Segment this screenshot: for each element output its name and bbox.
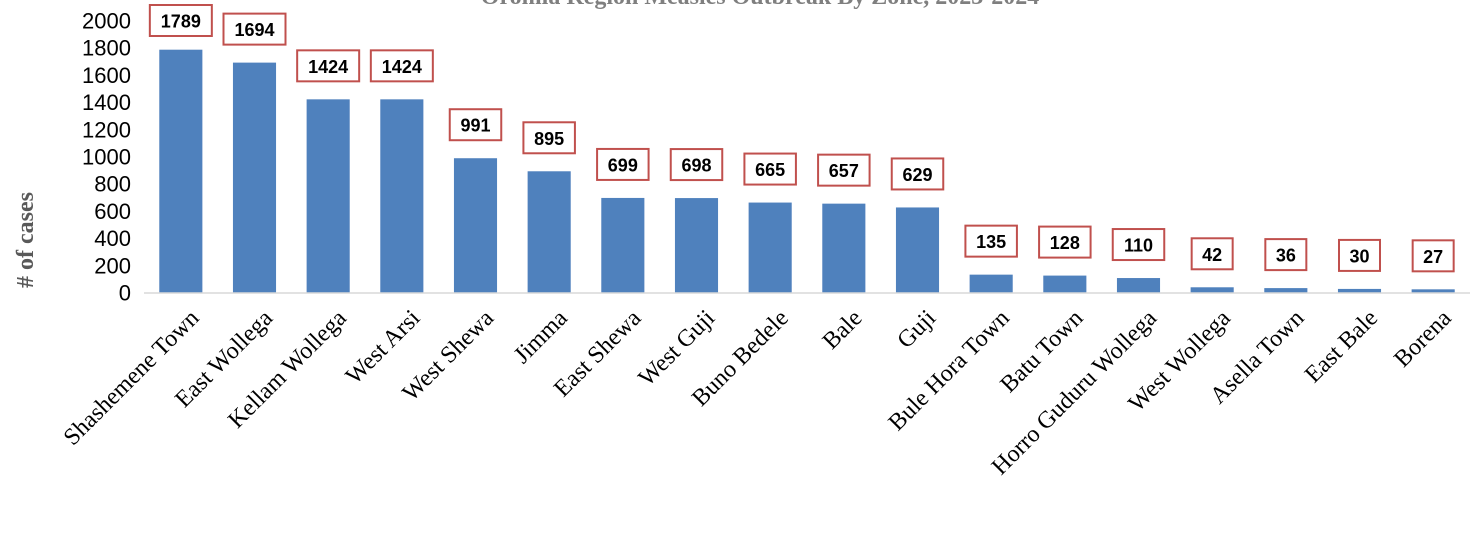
data-labels: 1789 1694 1424 1424 991 895 699 698 665 657 629 135… bbox=[148, 4, 1455, 273]
y-tick-label: 1000 bbox=[82, 145, 131, 170]
data-label: 27 bbox=[1423, 247, 1443, 267]
data-label-box bbox=[596, 147, 650, 181]
x-tick-label: Bale bbox=[818, 305, 867, 354]
bar bbox=[306, 99, 350, 293]
x-tick-label: East Bale bbox=[1300, 305, 1383, 388]
y-tick-label: 1200 bbox=[82, 117, 131, 142]
y-tick-label: 800 bbox=[94, 172, 131, 197]
bar bbox=[1043, 275, 1087, 293]
data-label: 135 bbox=[976, 232, 1006, 252]
data-label: 1789 bbox=[161, 12, 201, 32]
data-label: 1424 bbox=[308, 57, 348, 77]
data-label-box bbox=[669, 148, 724, 182]
bar bbox=[969, 274, 1013, 293]
bar bbox=[453, 158, 498, 293]
bar bbox=[748, 202, 792, 293]
bar bbox=[232, 62, 277, 294]
data-label-box bbox=[148, 4, 213, 37]
chart-title: Oromia Region Measles Outbreak By Zone, … bbox=[481, 0, 1039, 10]
data-label: 1424 bbox=[382, 57, 422, 77]
data-label: 991 bbox=[460, 116, 490, 136]
data-label-box bbox=[964, 224, 1018, 258]
data-label-box bbox=[1190, 237, 1234, 271]
bar bbox=[674, 198, 719, 293]
data-label: 36 bbox=[1276, 246, 1296, 266]
bar bbox=[895, 207, 940, 293]
data-label-box bbox=[222, 12, 287, 46]
bar bbox=[1264, 288, 1308, 293]
x-tick-label: Jimma bbox=[509, 305, 573, 369]
x-tick-label: Guji bbox=[892, 305, 941, 354]
data-label: 657 bbox=[829, 161, 859, 181]
data-label-box bbox=[817, 153, 871, 187]
bar bbox=[1116, 278, 1161, 293]
y-tick-label: 1800 bbox=[82, 36, 131, 61]
y-tick-label: 200 bbox=[94, 253, 131, 278]
y-tick-label: 1600 bbox=[82, 63, 131, 88]
y-tick-label: 600 bbox=[94, 199, 131, 224]
data-label: 895 bbox=[534, 129, 564, 149]
data-label-box bbox=[1264, 238, 1308, 272]
x-tick-label: Shashemene Town bbox=[59, 305, 205, 451]
y-tick-label: 2000 bbox=[82, 9, 131, 34]
bar bbox=[380, 99, 424, 293]
data-label-box bbox=[743, 152, 797, 186]
data-label-box bbox=[369, 49, 434, 83]
bar bbox=[527, 171, 571, 293]
data-label-box bbox=[448, 108, 503, 142]
data-label-box bbox=[1111, 228, 1166, 262]
data-label: 698 bbox=[681, 156, 711, 176]
bar bbox=[1337, 288, 1382, 293]
x-tick-label: Borena bbox=[1389, 305, 1457, 373]
data-label: 110 bbox=[1124, 236, 1153, 256]
data-label-box bbox=[1411, 239, 1455, 273]
y-tick-label: 400 bbox=[94, 226, 131, 251]
data-label: 42 bbox=[1202, 245, 1222, 265]
y-tick-label: 1400 bbox=[82, 90, 131, 115]
data-label: 1694 bbox=[234, 20, 274, 40]
bar bbox=[601, 197, 645, 293]
data-label: 699 bbox=[608, 155, 638, 175]
bar bbox=[159, 49, 203, 293]
bar bbox=[822, 203, 866, 293]
bar bbox=[1190, 287, 1234, 293]
data-label-box bbox=[1038, 225, 1092, 259]
y-axis-label: # of cases bbox=[13, 192, 39, 288]
data-label: 30 bbox=[1349, 246, 1369, 266]
data-label-box bbox=[522, 121, 576, 155]
data-label: 629 bbox=[902, 165, 932, 185]
data-label-box bbox=[296, 49, 361, 83]
data-label-box bbox=[1338, 238, 1381, 272]
bars bbox=[159, 49, 1455, 294]
y-tick-label: 0 bbox=[119, 281, 131, 306]
bar bbox=[1411, 289, 1455, 293]
data-label: 665 bbox=[755, 160, 785, 180]
data-label-box bbox=[890, 157, 945, 191]
data-label: 128 bbox=[1050, 233, 1080, 253]
